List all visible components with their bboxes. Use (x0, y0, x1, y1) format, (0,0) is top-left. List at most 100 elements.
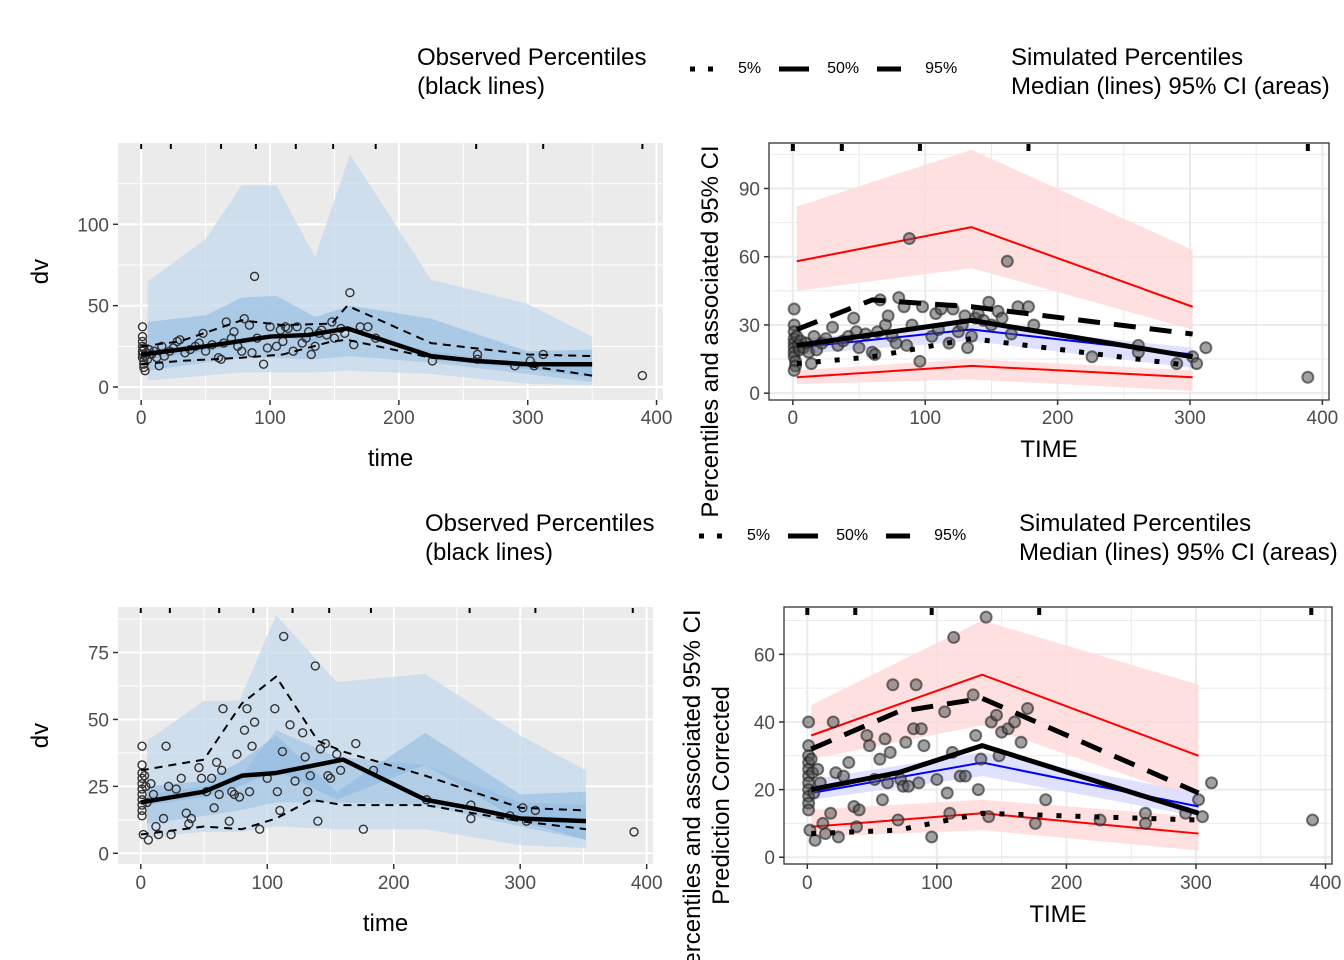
observed-point (218, 704, 228, 714)
observed-point (1021, 701, 1035, 715)
observed-point (305, 770, 315, 781)
observed-point (1028, 816, 1042, 830)
observed-point (804, 357, 818, 371)
legend-observed-title-bottom: Observed Percentiles (black lines) (425, 509, 654, 567)
observed-point (863, 739, 877, 753)
observed-point (146, 778, 156, 789)
observed-point (239, 725, 250, 735)
observed-point (909, 678, 923, 692)
y-tick-label: 75 (88, 644, 109, 665)
observed-point (249, 271, 260, 282)
obs-p95-line (810, 695, 1200, 796)
observed-point (961, 341, 975, 355)
observed-point (181, 808, 191, 818)
sim-p95-ci-band (811, 620, 1199, 800)
observed-point (787, 363, 801, 377)
observed-point (194, 762, 204, 773)
panel-vpc-bottom-right: 0 100 200 300 400 0 20 40 60 TIME Percentiles and … (679, 606, 1341, 960)
legend-observed-line2: (black lines) (417, 73, 546, 100)
x-tick-label: 200 (383, 408, 415, 429)
observed-point (899, 735, 913, 749)
legend-simulated-line2: Median (lines) 95% CI (areas) (1011, 73, 1330, 100)
observed-point (1190, 357, 1204, 371)
observed-point (1199, 341, 1213, 355)
x-tick-label: 300 (512, 408, 544, 429)
legend-keys-bottom: 5% 50% 95% (697, 527, 984, 545)
observed-point (236, 346, 247, 356)
x-tick-label: 400 (641, 408, 673, 429)
sim-p5-line (796, 364, 1193, 379)
observed-point (842, 756, 856, 770)
observed-point (989, 708, 1003, 722)
x-tick-label: 400 (1307, 408, 1339, 429)
observed-point (974, 752, 988, 766)
observed-point (198, 328, 208, 339)
observed-point (824, 806, 838, 820)
x-tick-label: 0 (788, 408, 799, 429)
legend-key-50pct: 50% (779, 60, 859, 78)
observed-point (313, 816, 323, 826)
observed-point (363, 322, 373, 332)
observed-point (889, 336, 903, 350)
observed-point (283, 323, 293, 334)
panel-vpc-top-right: 0 100 200 300 400 0 30 60 90 TIME Percentiles and … (697, 142, 1339, 518)
observed-point (290, 776, 300, 786)
observed-point (315, 744, 326, 754)
legend-observed-line1: Observed Percentiles (417, 44, 647, 71)
observed-point (1008, 715, 1022, 729)
x-tick-label: 400 (631, 873, 663, 894)
observed-point (227, 787, 237, 797)
observed-point (140, 366, 150, 376)
x-tick-label: 200 (1042, 408, 1074, 429)
legend-observed-line1: Observed Percentiles (425, 510, 655, 537)
observed-point (852, 803, 866, 817)
observed-point (325, 773, 336, 784)
observed-point (913, 354, 927, 368)
x-axis-title: TIME (1029, 901, 1086, 928)
observed-point (802, 715, 816, 729)
observed-point (917, 739, 931, 753)
observed-point (258, 359, 269, 369)
observed-point (272, 787, 283, 797)
observed-point (1004, 327, 1018, 341)
observed-point (883, 745, 897, 759)
x-tick-label: 0 (136, 408, 147, 429)
observed-point (1138, 816, 1152, 830)
x-axis-title: time (363, 910, 408, 937)
observed-point (137, 322, 148, 332)
sim-p5-ci-band (796, 359, 1193, 391)
y-tick-label: 30 (739, 316, 760, 337)
observed-point (158, 813, 169, 824)
observed-point (808, 833, 822, 847)
x-tick-label: 200 (1051, 873, 1083, 894)
observed-point (831, 830, 845, 844)
solid-line-swatch (788, 533, 819, 539)
observed-point (914, 722, 928, 736)
x-tick-label: 200 (378, 873, 410, 894)
observed-point (141, 781, 151, 792)
observed-point (818, 827, 832, 841)
observed-point (151, 821, 161, 832)
observed-point (878, 732, 892, 746)
sim-p5-ci-band (811, 799, 1199, 851)
observed-point (966, 688, 980, 702)
legend-keys-top: 5% 50% 95% (688, 60, 975, 78)
observed-point (1205, 776, 1219, 790)
observed-point (1021, 300, 1035, 314)
observed-point (270, 704, 280, 714)
observed-point (137, 768, 147, 778)
obs-median-line (796, 317, 1194, 360)
observed-point (143, 835, 154, 845)
legend-simulated-line2: Median (lines) 95% CI (areas) (1019, 539, 1338, 566)
obs-median-line (140, 757, 587, 824)
observed-point (285, 720, 295, 730)
y-tick-label: 90 (739, 179, 760, 200)
sim-lower-ci-band (147, 730, 586, 840)
observed-point (881, 776, 895, 790)
observed-point (137, 331, 148, 342)
observed-point (249, 717, 260, 727)
y-tick-label: 50 (88, 710, 109, 731)
observed-point (297, 728, 308, 738)
x-tick-label: 100 (254, 408, 286, 429)
observed-point (881, 309, 895, 323)
